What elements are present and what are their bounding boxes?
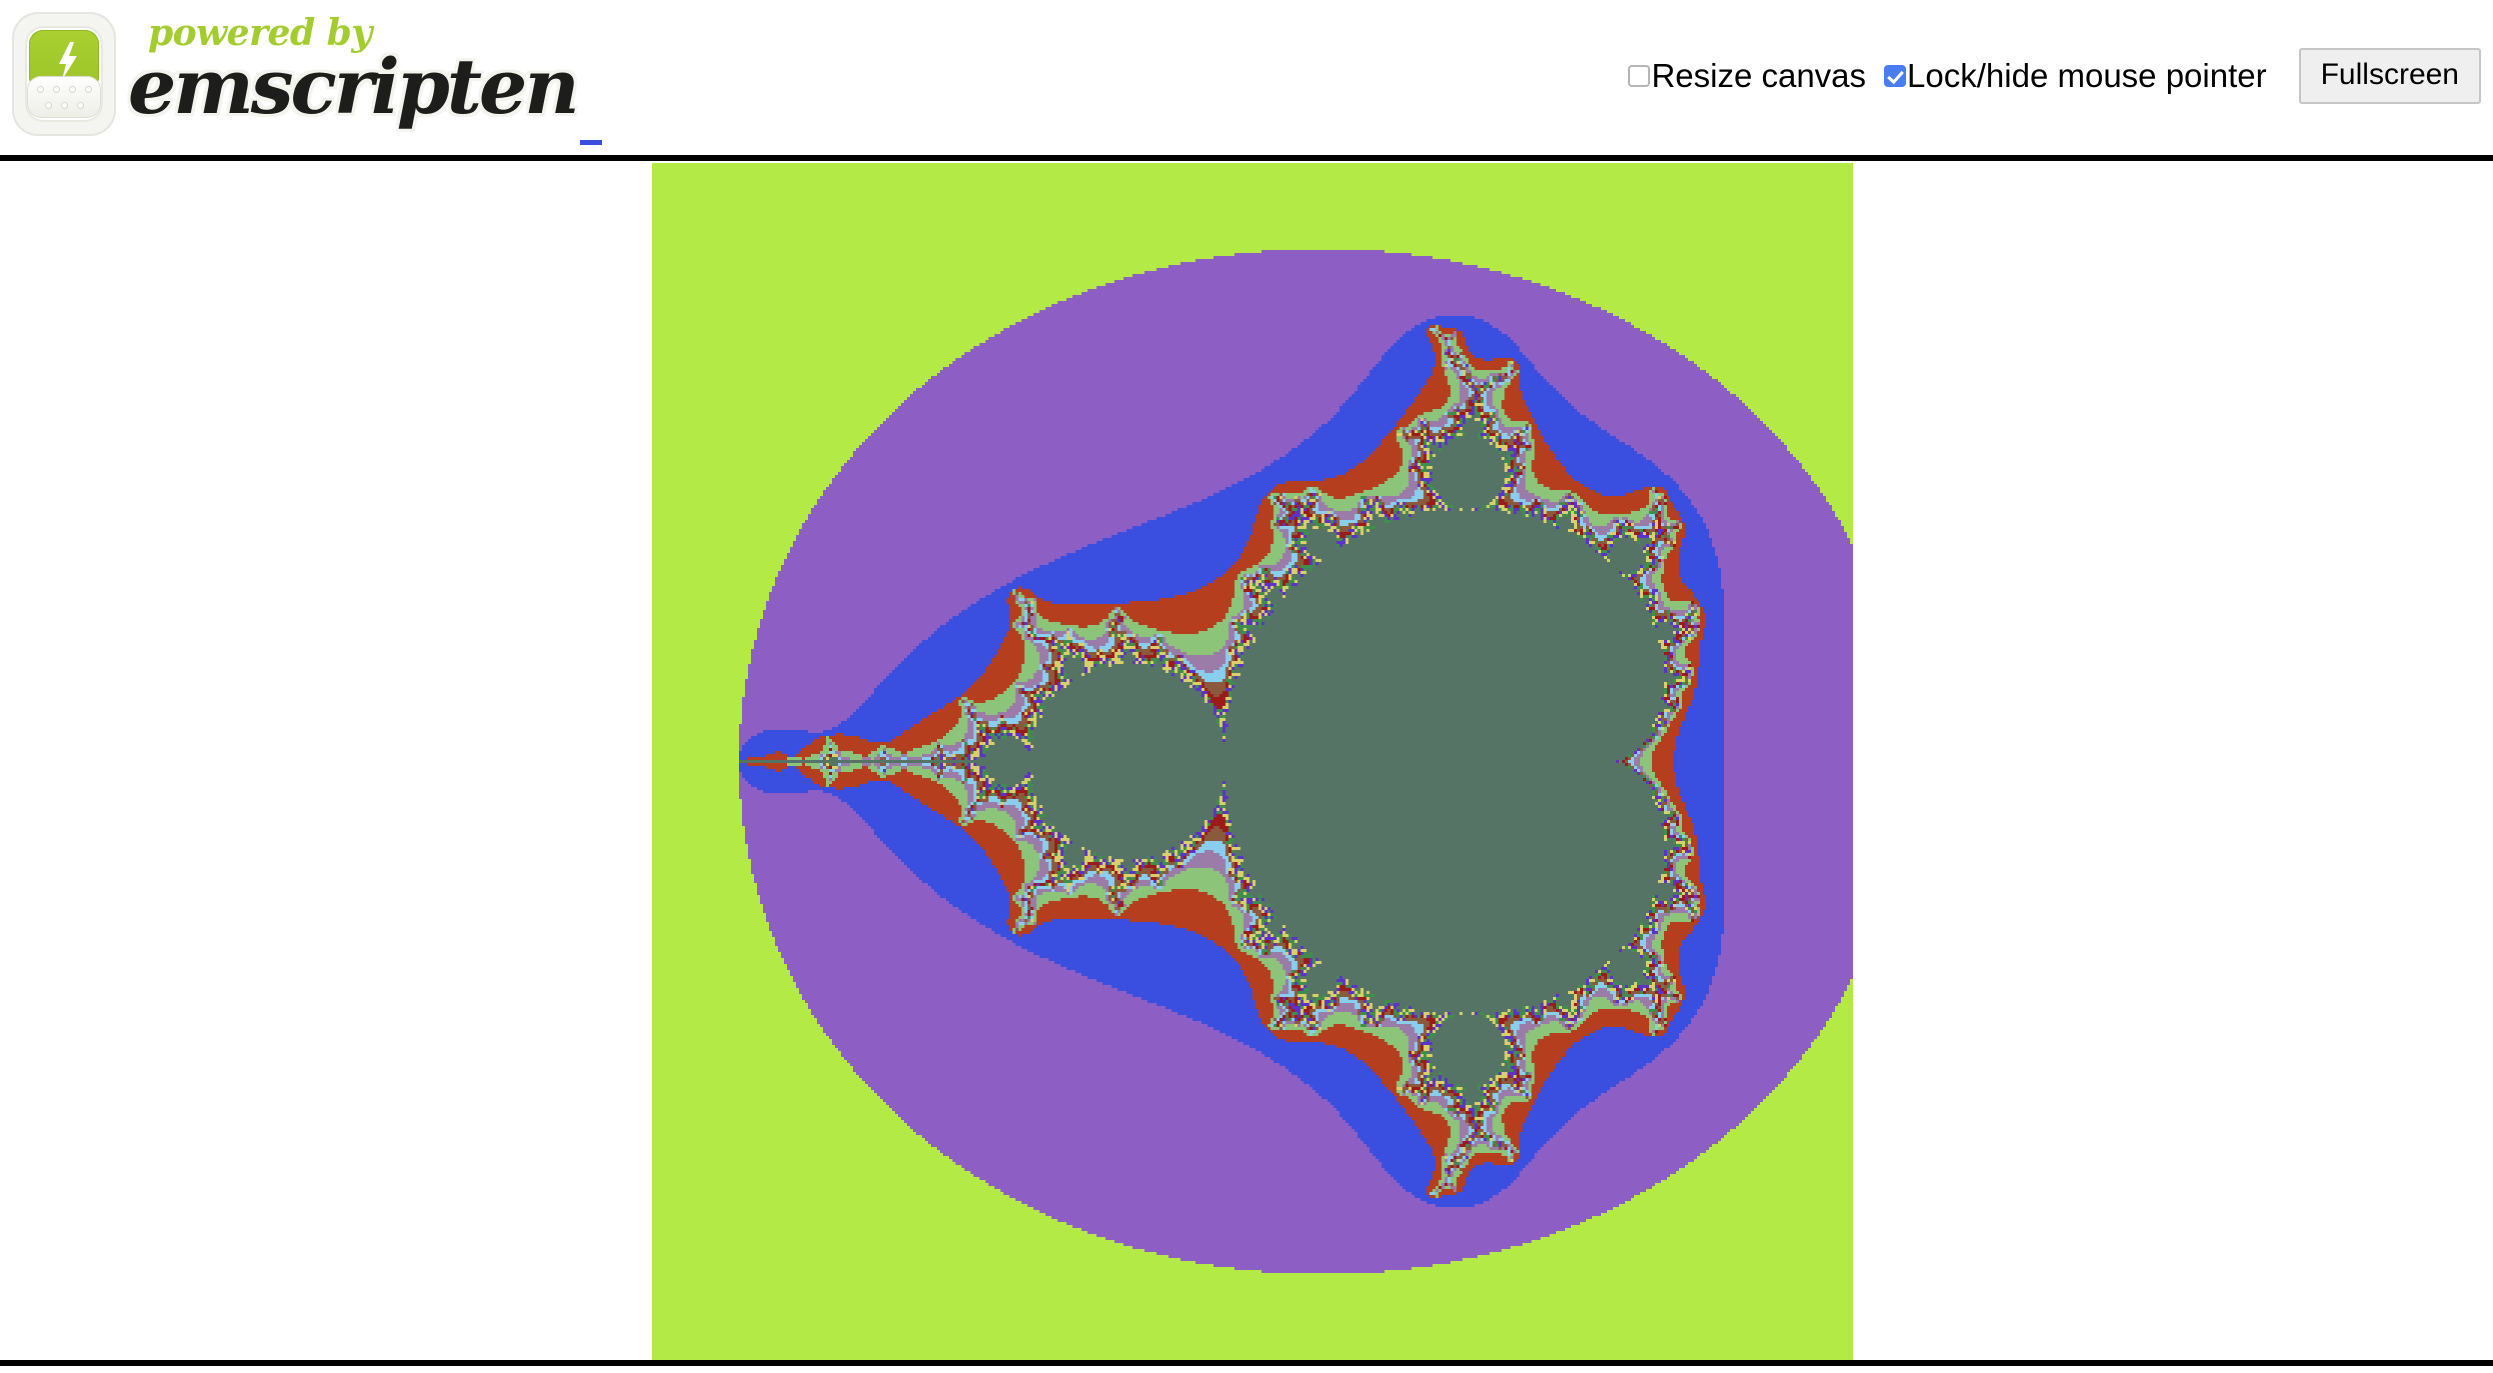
device-icon-screen [29,30,99,84]
footer-divider [0,1360,2493,1366]
resize-canvas-control[interactable]: Resize canvas [1628,58,1866,94]
emscripten-device-icon [12,12,116,136]
canvas-container[interactable] [652,163,1853,1360]
emscripten-logo: powered by emscripten [8,6,580,146]
lock-pointer-control[interactable]: Lock/hide mouse pointer [1884,58,2267,94]
mandelbrot-canvas[interactable] [652,163,1853,1360]
powered-by-text: powered by [148,12,372,54]
lock-pointer-label[interactable]: Lock/hide mouse pointer [1907,57,2267,94]
page-header: powered by emscripten Resize canvas Lock… [0,0,2493,161]
emscripten-wordmark: powered by emscripten [128,6,580,146]
header-controls: Resize canvas Lock/hide mouse pointer Fu… [1628,48,2481,104]
fullscreen-button[interactable]: Fullscreen [2298,48,2481,104]
header-divider [0,155,2493,161]
resize-canvas-checkbox[interactable] [1628,65,1651,87]
lightning-bolt-icon [59,42,77,80]
status-anchor-link[interactable] [580,140,602,145]
device-icon-keypad [27,76,101,118]
emscripten-wordmark-text: emscripten [128,42,580,131]
lock-pointer-checkbox[interactable] [1884,65,1907,87]
device-icon-body [25,26,103,122]
resize-canvas-label[interactable]: Resize canvas [1651,57,1867,94]
